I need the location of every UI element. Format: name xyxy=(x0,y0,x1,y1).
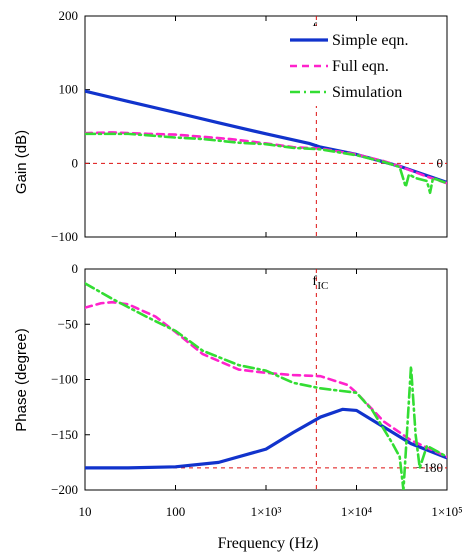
phase-x-tick-label: 10 xyxy=(79,504,92,519)
phase-x-tick-label: 1×10⁵ xyxy=(431,504,462,519)
gain-axis-label: Gain (dB) xyxy=(13,130,30,194)
phase-panel: 10 100 1×10³ 1×10⁴ 1×10⁵ 0 −50 −100 −150 −200 −180… xyxy=(51,261,463,519)
gain-series-simulation xyxy=(85,132,447,195)
frequency-axis-label: Frequency (Hz) xyxy=(218,535,319,552)
gain-reference-hline-label: 0 xyxy=(437,155,444,170)
gain-y-tick-label: 200 xyxy=(59,8,79,23)
legend-entry-label: Simulation xyxy=(332,84,402,101)
phase-y-tick-label: −150 xyxy=(51,427,78,442)
legend-entry-label: Simple eqn. xyxy=(332,32,408,49)
phase-series-simple-eqn xyxy=(85,407,447,470)
phase-reference-vline-label-sub: IC xyxy=(317,280,328,292)
phase-x-tick-label: 1×10⁴ xyxy=(341,504,373,519)
gain-y-tick-label: 0 xyxy=(72,155,79,170)
phase-reference-vline-label: f xyxy=(312,274,317,289)
phase-x-tick-label: 100 xyxy=(166,504,186,519)
phase-axis-label: Phase (degree) xyxy=(13,328,30,431)
phase-y-tick-label: −50 xyxy=(58,316,78,331)
gain-y-tick-label: −100 xyxy=(51,229,78,244)
phase-y-tick-label: 0 xyxy=(72,261,79,276)
phase-y-tick-label: −200 xyxy=(51,482,78,497)
phase-x-tick-label: 1×10³ xyxy=(251,504,282,519)
gain-series-full-eqn xyxy=(85,131,447,185)
phase-reference-hline-label: −180 xyxy=(416,460,443,475)
gain-y-tick-label: 100 xyxy=(59,82,79,97)
phase-plot-frame xyxy=(84,268,448,491)
legend-entry-label: Full eqn. xyxy=(332,58,389,75)
phase-y-tick-label: −100 xyxy=(51,372,78,387)
phase-series-simulation xyxy=(85,282,447,490)
